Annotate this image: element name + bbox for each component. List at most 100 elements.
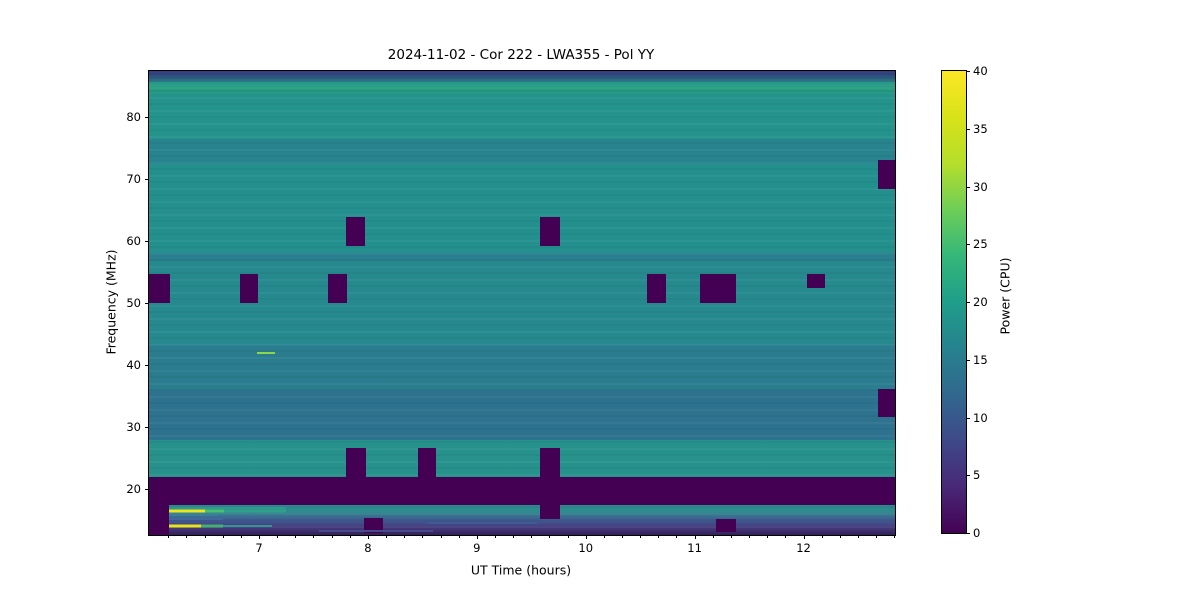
- x-minor-tick: [494, 535, 496, 538]
- bright-line: [204, 509, 225, 513]
- x-minor-tick: [458, 535, 460, 538]
- colorbar-tick-label: 20: [973, 295, 988, 309]
- flagged-region: [646, 273, 667, 304]
- colorbar-tick: [966, 71, 970, 72]
- spectrum-band: [149, 71, 895, 83]
- x-minor-tick: [313, 535, 315, 538]
- colorbar-tick-label: 35: [973, 121, 988, 136]
- bright-line: [168, 524, 202, 528]
- y-tick-label: 70: [126, 172, 141, 187]
- colorbar-tick: [966, 128, 970, 130]
- x-major-tick: [694, 535, 696, 539]
- x-minor-tick: [640, 535, 642, 538]
- colorbar-tick-label: 0: [973, 526, 981, 540]
- x-minor-tick: [676, 535, 678, 538]
- x-axis-label: UT Time (hours): [470, 562, 572, 578]
- x-major-tick: [258, 535, 260, 539]
- flagged-region: [240, 273, 258, 304]
- x-tick-label: 8: [364, 541, 372, 555]
- colorbar-tick: [966, 359, 970, 361]
- x-minor-tick: [876, 535, 878, 538]
- bright-line: [149, 86, 895, 90]
- x-tick-label: 7: [255, 541, 263, 555]
- x-minor-tick: [404, 535, 406, 538]
- x-minor-tick: [894, 535, 896, 538]
- x-tick-label: 10: [578, 541, 594, 555]
- y-tick-label: 50: [126, 296, 141, 311]
- colorbar-tick: [966, 186, 970, 188]
- x-minor-tick: [295, 535, 297, 538]
- x-minor-tick: [839, 535, 841, 538]
- bright-line: [168, 517, 224, 520]
- y-axis-label: Frequency (MHz): [103, 249, 119, 355]
- flagged-region: [327, 273, 348, 304]
- x-major-tick: [476, 535, 478, 539]
- colorbar: 0 5 10 15 20 25 30 35 40: [941, 64, 988, 540]
- bright-line: [256, 351, 276, 354]
- bright-line: [224, 509, 287, 513]
- plot-area: 7 8 9 10 11 12 20 30 40 50 60 70 80: [126, 70, 896, 555]
- bright-line: [201, 524, 224, 528]
- flagged-region: [149, 476, 169, 535]
- x-minor-tick: [349, 535, 351, 538]
- colorbar-tick: [966, 244, 970, 246]
- spectrum-band: [149, 139, 895, 164]
- y-tick-label: 40: [126, 358, 141, 373]
- x-minor-tick: [712, 535, 714, 538]
- spectrum-band: [149, 163, 895, 253]
- colorbar-tick-label: 10: [973, 410, 988, 425]
- colorbar-tick: [966, 302, 970, 303]
- chart-title: 2024-11-02 - Cor 222 - LWA355 - Pol YY: [387, 47, 655, 63]
- bright-line: [223, 525, 273, 528]
- colorbar-tick: [966, 417, 970, 419]
- flagged-region: [539, 447, 560, 519]
- x-minor-tick: [331, 535, 333, 538]
- flagged-region: [346, 216, 365, 246]
- flagged-region: [539, 216, 560, 246]
- bright-line: [168, 514, 218, 517]
- x-minor-tick: [549, 535, 551, 538]
- x-minor-tick: [767, 535, 769, 538]
- flagged-region: [877, 159, 895, 189]
- y-major-tick: [145, 179, 149, 181]
- x-tick-label: 11: [687, 541, 702, 555]
- bright-line: [427, 521, 537, 524]
- x-minor-tick: [785, 535, 787, 538]
- colorbar-tick-label: 5: [973, 468, 981, 483]
- y-tick-label: 60: [126, 234, 141, 249]
- x-minor-tick: [386, 535, 388, 538]
- spectrum-noise-stripes: [149, 71, 895, 535]
- y-tick-label: 20: [126, 482, 141, 497]
- colorbar-tick-label: 40: [973, 64, 988, 78]
- colorbar-tick: [966, 533, 970, 534]
- x-minor-tick: [603, 535, 605, 538]
- bright-line: [168, 509, 205, 513]
- y-major-tick: [145, 241, 149, 243]
- y-major-tick: [145, 303, 149, 305]
- x-minor-tick: [168, 535, 170, 538]
- x-minor-tick: [821, 535, 823, 538]
- colorbar-tick: [966, 475, 970, 477]
- y-tick-label: 30: [126, 420, 141, 435]
- x-minor-tick: [277, 535, 279, 538]
- y-tick-label: 80: [126, 110, 141, 125]
- spectrogram-canvas: [149, 71, 895, 535]
- x-minor-tick: [658, 535, 660, 538]
- bright-line: [168, 506, 287, 509]
- flagged-region: [149, 476, 895, 506]
- spectrum-band: [149, 261, 895, 346]
- x-minor-tick: [204, 535, 206, 538]
- x-minor-tick: [622, 535, 623, 538]
- x-tick-label: 9: [473, 541, 481, 555]
- x-minor-tick: [749, 535, 751, 538]
- x-major-tick: [585, 535, 587, 539]
- flagged-region: [806, 273, 826, 289]
- colorbar-gradient: [942, 71, 966, 533]
- x-minor-tick: [567, 535, 569, 538]
- flagged-region: [877, 389, 895, 418]
- colorbar-tick-label: 25: [973, 237, 988, 252]
- bright-line: [318, 529, 434, 532]
- flagged-region: [417, 447, 437, 477]
- spectrum-band: [149, 390, 895, 441]
- spectrum-band: [149, 440, 895, 477]
